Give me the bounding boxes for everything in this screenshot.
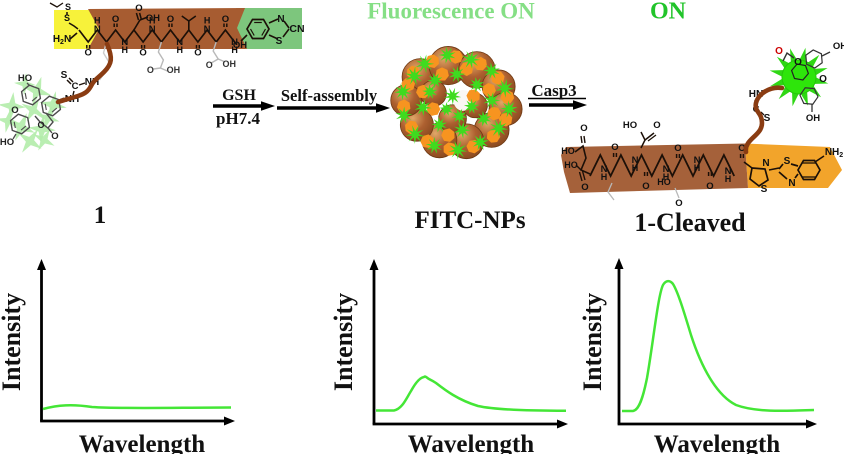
svg-text:HO: HO (561, 146, 575, 156)
svg-text:HO: HO (18, 73, 32, 84)
svg-text:1: 1 (94, 202, 107, 229)
svg-text:N: N (231, 37, 238, 48)
svg-text:O: O (642, 181, 649, 192)
svg-text:H: H (122, 45, 129, 55)
svg-text:O: O (674, 143, 681, 154)
svg-text:HO: HO (657, 177, 671, 187)
svg-text:N: N (94, 24, 101, 35)
svg-text:H: H (601, 172, 608, 182)
svg-text:Wavelength: Wavelength (654, 431, 780, 454)
svg-text:O: O (581, 182, 588, 193)
svg-text:H: H (149, 16, 156, 26)
svg-text:O: O (653, 120, 660, 131)
svg-text:O: O (611, 142, 618, 153)
svg-text:N: N (121, 37, 128, 48)
svg-text:HO: HO (623, 120, 637, 131)
svg-text:N: N (762, 158, 769, 169)
svg-text:H: H (663, 172, 670, 182)
svg-text:pH7.4: pH7.4 (216, 109, 260, 128)
svg-text:O: O (794, 57, 802, 68)
svg-text:O: O (139, 48, 146, 59)
svg-text:OH: OH (806, 113, 820, 124)
svg-text:H: H (176, 45, 183, 55)
svg-text:O: O (147, 65, 154, 75)
svg-text:CN: CN (289, 23, 304, 35)
svg-text:C: C (72, 81, 79, 92)
svg-text:H: H (725, 174, 732, 184)
svg-text:H: H (632, 163, 639, 173)
svg-text:H: H (694, 163, 701, 173)
svg-text:OH: OH (222, 59, 236, 69)
svg-text:O: O (194, 48, 201, 59)
svg-text:S: S (764, 113, 771, 124)
svg-text:N: N (204, 24, 211, 35)
svg-text:HN: HN (749, 89, 763, 100)
svg-text:OH: OH (833, 41, 844, 52)
svg-text:O: O (51, 131, 58, 142)
svg-text:N: N (632, 155, 639, 166)
svg-text:H: H (94, 16, 101, 26)
svg-text:O: O (112, 14, 119, 25)
svg-text:O: O (37, 120, 44, 130)
svg-text:GSH: GSH (222, 87, 256, 104)
svg-text:HO: HO (0, 137, 14, 148)
svg-text:N: N (788, 178, 795, 189)
svg-text:OH: OH (146, 13, 160, 24)
svg-text:Wavelength: Wavelength (408, 431, 534, 454)
svg-text:N: N (149, 24, 156, 35)
svg-text:O: O (135, 3, 142, 14)
svg-text:S: S (784, 156, 791, 167)
svg-text:O: O (819, 74, 827, 85)
svg-text:O: O (580, 123, 587, 134)
svg-text:O: O (738, 143, 745, 154)
svg-text:Casp3: Casp3 (531, 81, 576, 100)
svg-text:N: N (725, 166, 732, 177)
svg-text:O: O (222, 14, 229, 25)
svg-text:O: O (85, 48, 92, 59)
svg-text:S: S (65, 2, 71, 12)
svg-text:S: S (64, 13, 70, 23)
svg-text:Fluorescence ON: Fluorescence ON (367, 0, 535, 24)
svg-text:O: O (206, 60, 213, 70)
svg-text:O: O (11, 105, 18, 116)
svg-text:S: S (61, 70, 68, 81)
svg-text:N: N (663, 164, 670, 175)
svg-text:Self-assembly: Self-assembly (281, 86, 378, 105)
svg-text:HO: HO (564, 160, 578, 170)
svg-text:OH: OH (233, 40, 247, 51)
svg-text:NH2: NH2 (825, 147, 843, 159)
svg-text:1-Cleaved: 1-Cleaved (634, 208, 746, 237)
svg-text:N: N (694, 155, 701, 166)
svg-text:H2N: H2N (53, 34, 71, 46)
svg-text:Wavelength: Wavelength (79, 431, 205, 454)
svg-text:Intensity: Intensity (329, 293, 358, 391)
svg-text:S: S (761, 184, 768, 195)
svg-text:OH: OH (167, 65, 181, 75)
svg-text:N: N (277, 14, 284, 25)
svg-text:O: O (706, 181, 713, 192)
svg-text:O: O (675, 198, 682, 209)
svg-text:Intensity: Intensity (578, 293, 607, 391)
svg-text:O: O (167, 14, 174, 25)
svg-text:H: H (204, 16, 211, 26)
svg-text:S: S (276, 36, 283, 47)
svg-text:FITC-NPs: FITC-NPs (414, 207, 525, 234)
svg-text:H: H (231, 45, 238, 55)
svg-text:O: O (775, 46, 783, 57)
svg-text:Intensity: Intensity (0, 293, 26, 391)
svg-text:N: N (176, 37, 183, 48)
svg-text:ON: ON (650, 0, 687, 25)
svg-text:N: N (601, 164, 608, 175)
